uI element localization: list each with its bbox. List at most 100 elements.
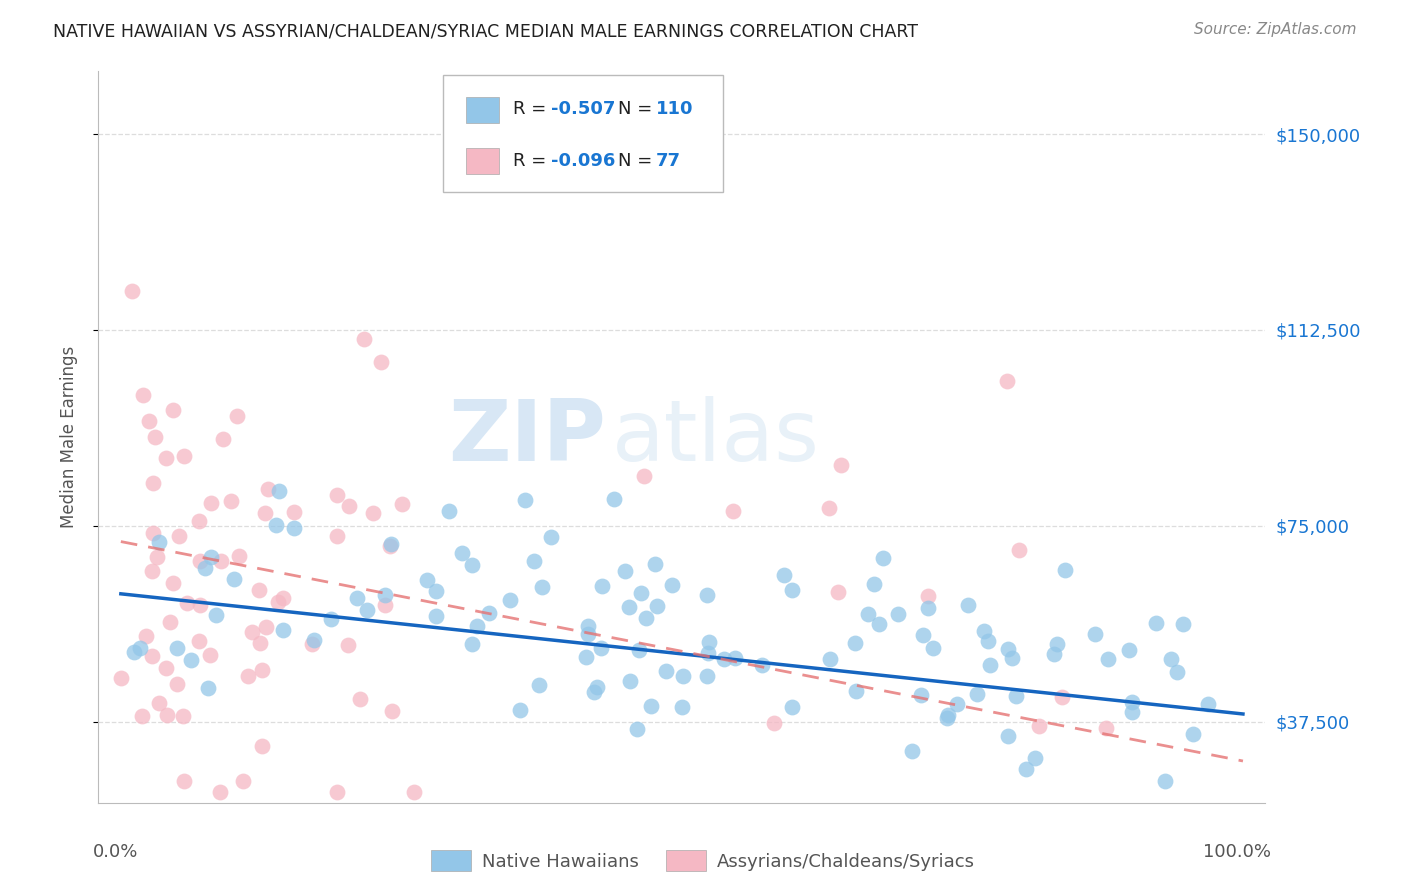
Text: R =: R = [513, 152, 551, 169]
Point [425, 583, 447, 598]
Point [697, 635, 720, 649]
Text: NATIVE HAWAIIAN VS ASSYRIAN/CHALDEAN/SYRIAC MEDIAN MALE EARNINGS CORRELATION CHA: NATIVE HAWAIIAN VS ASSYRIAN/CHALDEAN/SYR… [53, 22, 918, 40]
Point [1095, 721, 1118, 735]
Point [630, 586, 652, 600]
Point [671, 699, 693, 714]
Point [636, 611, 658, 625]
Point [1001, 651, 1024, 665]
Point [1118, 643, 1140, 657]
Point [713, 652, 735, 666]
Point [530, 580, 553, 594]
Point [361, 507, 384, 521]
Point [132, 388, 155, 402]
Text: 110: 110 [657, 101, 693, 119]
Point [238, 669, 260, 683]
Point [326, 529, 349, 543]
Point [633, 469, 655, 483]
Point [585, 680, 607, 694]
Point [917, 589, 939, 603]
Point [302, 632, 325, 647]
Point [167, 528, 190, 542]
Point [868, 616, 890, 631]
Point [830, 458, 852, 473]
Point [818, 500, 841, 515]
Text: N =: N = [617, 101, 658, 119]
Point [696, 588, 718, 602]
Point [122, 645, 145, 659]
Point [172, 709, 194, 723]
Point [194, 561, 217, 575]
Point [583, 685, 606, 699]
Point [228, 549, 250, 564]
Point [645, 599, 668, 614]
Point [188, 554, 211, 568]
Point [589, 640, 612, 655]
Point [1166, 665, 1188, 680]
Point [131, 708, 153, 723]
Text: -0.096: -0.096 [551, 152, 616, 169]
Point [156, 708, 179, 723]
Point [349, 692, 371, 706]
Point [721, 504, 744, 518]
Point [166, 640, 188, 655]
Point [353, 332, 375, 346]
Point [208, 785, 231, 799]
Point [619, 674, 641, 689]
Point [672, 668, 695, 682]
Text: 100.0%: 100.0% [1204, 843, 1271, 861]
Point [872, 550, 894, 565]
Point [1084, 627, 1107, 641]
Point [325, 488, 347, 502]
Point [240, 625, 263, 640]
Point [198, 648, 221, 662]
Point [1182, 727, 1205, 741]
Point [141, 649, 163, 664]
Legend: Native Hawaiians, Assyrians/Chaldeans/Syriacs: Native Hawaiians, Assyrians/Chaldeans/Sy… [425, 843, 981, 879]
Point [162, 576, 184, 591]
Point [513, 493, 536, 508]
Point [997, 642, 1019, 657]
Point [644, 558, 666, 572]
Point [337, 500, 360, 514]
Point [425, 609, 447, 624]
Point [529, 678, 551, 692]
Point [1171, 616, 1194, 631]
Point [1008, 543, 1031, 558]
Point [1015, 762, 1038, 776]
Point [254, 620, 277, 634]
Point [979, 658, 1001, 673]
Point [283, 521, 305, 535]
Point [381, 704, 404, 718]
Point [138, 414, 160, 428]
Point [576, 618, 599, 632]
FancyBboxPatch shape [465, 148, 499, 174]
Point [159, 615, 181, 630]
Point [200, 496, 222, 510]
Point [271, 591, 294, 605]
Point [250, 663, 273, 677]
Text: 77: 77 [657, 152, 682, 169]
Text: 0.0%: 0.0% [93, 843, 138, 861]
Point [763, 716, 786, 731]
Point [844, 635, 866, 649]
Point [626, 723, 648, 737]
Point [256, 482, 278, 496]
Point [478, 606, 501, 620]
Point [856, 607, 879, 622]
Point [696, 646, 718, 660]
Point [696, 669, 718, 683]
Point [173, 773, 195, 788]
Point [249, 635, 271, 649]
Point [437, 503, 460, 517]
Text: atlas: atlas [612, 395, 820, 479]
Point [936, 708, 959, 723]
Point [1042, 647, 1064, 661]
Point [997, 729, 1019, 743]
Point [467, 619, 489, 633]
Point [200, 550, 222, 565]
Point [1121, 706, 1143, 720]
Point [173, 449, 195, 463]
Point [977, 634, 1000, 648]
Point [451, 546, 474, 560]
Point [380, 537, 402, 551]
